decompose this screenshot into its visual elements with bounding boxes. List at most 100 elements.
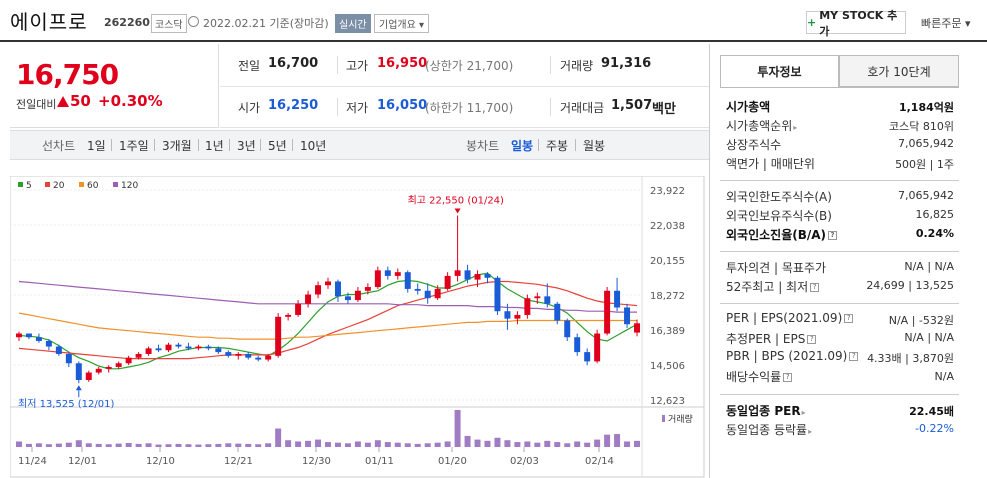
divider [550,56,551,74]
volume-bar [514,442,521,447]
volume-bar [554,442,561,447]
week52-text: 52주최고 | 최저 [726,280,809,294]
change-value: 50 [70,92,91,110]
pbr-bps-label: PBR | BPS (2021.09)? [726,349,859,363]
foreign-ratio-text: 외국인소진율(B/A) [726,228,827,242]
market-cap-rank-text: 시가총액순위 [726,119,793,133]
candle-body [245,353,252,358]
x-tick-label: 02/14 [585,456,614,467]
volume-bar [85,443,92,447]
high-arrow-icon [454,208,461,214]
volume-bar [95,443,102,447]
realtime-button[interactable]: 실시간 [335,14,371,33]
candle-body [404,272,411,289]
candle-body [145,348,152,354]
candle-body [105,366,112,369]
low-value: 16,050 [377,98,428,113]
candle-body [265,355,272,360]
help-icon[interactable]: ? [810,283,820,292]
candle-weekly[interactable]: 주봉 [546,139,569,153]
candle-body [195,346,202,349]
legend-label: 120 [121,181,138,191]
foreign-limit-value: 7,065,942 [898,189,954,202]
volume-bar [484,440,491,447]
volume-bar [155,444,162,447]
stock-chart[interactable]: 23,922 22,038 20,155 18,272 16,389 14,506 12,6… [10,176,705,478]
candle-body [25,333,32,338]
opinion-label: 투자의견 | 목표주가 [726,259,826,276]
volume-bar [195,444,202,447]
foreign-holding-value: 16,825 [915,208,955,221]
x-tick-label: 12/01 [68,456,97,467]
week52-value: 24,699 | 13,525 [866,279,954,292]
volume-legend: 거래량 [668,413,693,425]
period-1w[interactable]: 1주일 [119,139,149,153]
period-1y[interactable]: 1년 [205,139,224,153]
help-icon[interactable]: ? [849,352,859,361]
dividend-value: N/A [934,370,954,383]
volume-bar [215,443,222,447]
period-3m[interactable]: 3개월 [162,139,192,153]
period-3y[interactable]: 3년 [237,139,256,153]
candle-body [364,287,371,291]
volume-bar [334,442,341,447]
opinion-text: 투자의견 | 목표주가 [726,261,826,275]
legend-swatch [113,182,118,187]
candle-body [35,337,42,341]
volume-bar [265,443,272,447]
base-date: 2022.02.21 기준(장마감) [203,17,329,30]
tab-hoga-10[interactable]: 호가 10단계 [839,55,959,87]
y-tick-label: 22,038 [650,221,685,232]
sector-per-label[interactable]: 동일업종 PER▸ [726,402,806,419]
help-icon[interactable]: ? [844,314,854,323]
candle-monthly[interactable]: 월봉 [583,139,606,153]
volume-bar [404,443,411,447]
tab-invest-info[interactable]: 투자정보 [720,55,839,87]
candle-body [135,353,142,358]
period-5y[interactable]: 5년 [268,139,287,153]
company-info-button[interactable]: 기업개요 ▾ [374,14,429,33]
volume-bar [295,441,302,447]
help-icon[interactable]: ? [828,231,838,240]
candle-body [215,348,222,353]
legend-swatch [45,182,50,187]
candle-body [594,333,601,362]
volume-bar [414,443,421,447]
candle-body [275,316,282,356]
volume-bar [185,444,192,447]
summary-divider [220,127,709,128]
high-label: 고가 [346,59,369,73]
volume-bar [354,441,361,447]
candle-body [574,337,581,353]
dividend-text: 배당수익률 [726,370,782,384]
divider [720,251,959,252]
candle-body [225,352,232,356]
per-eps-label: PER | EPS(2021.09)? [726,311,854,325]
candle-daily[interactable]: 일봉 [511,139,534,153]
volume-bar [55,443,62,447]
low-annotation: 최저 13,525 (12/01) [18,398,114,410]
y-tick-label: 20,155 [650,256,685,267]
period-1d[interactable]: 1일 [87,139,106,153]
legend-label: 20 [53,181,65,191]
candle-body [115,363,122,367]
help-icon[interactable]: ? [807,335,817,344]
help-icon[interactable]: ? [783,373,793,382]
candle-body [444,275,451,289]
quick-order-button[interactable]: 빠른주문 ▾ [921,17,971,30]
market-cap-rank-label[interactable]: 시가총액순위▸ [726,117,797,134]
candle-body [155,348,162,351]
candle-body [584,352,591,362]
volume-bar [594,439,601,447]
candle-body [235,353,242,356]
sector-rate-label[interactable]: 동일업종 등락률▸ [726,421,812,438]
candle-body [344,296,351,301]
mystock-add-button[interactable]: + MY STOCK 추가 [806,9,906,38]
volume-bar [315,439,322,447]
candle-body [85,372,92,380]
low-arrow-icon [75,385,82,391]
period-10y[interactable]: 10년 [300,139,327,153]
volume-bar [75,440,82,447]
market-cap-value: 1,184억원 [898,101,954,114]
candle-body [544,296,551,304]
